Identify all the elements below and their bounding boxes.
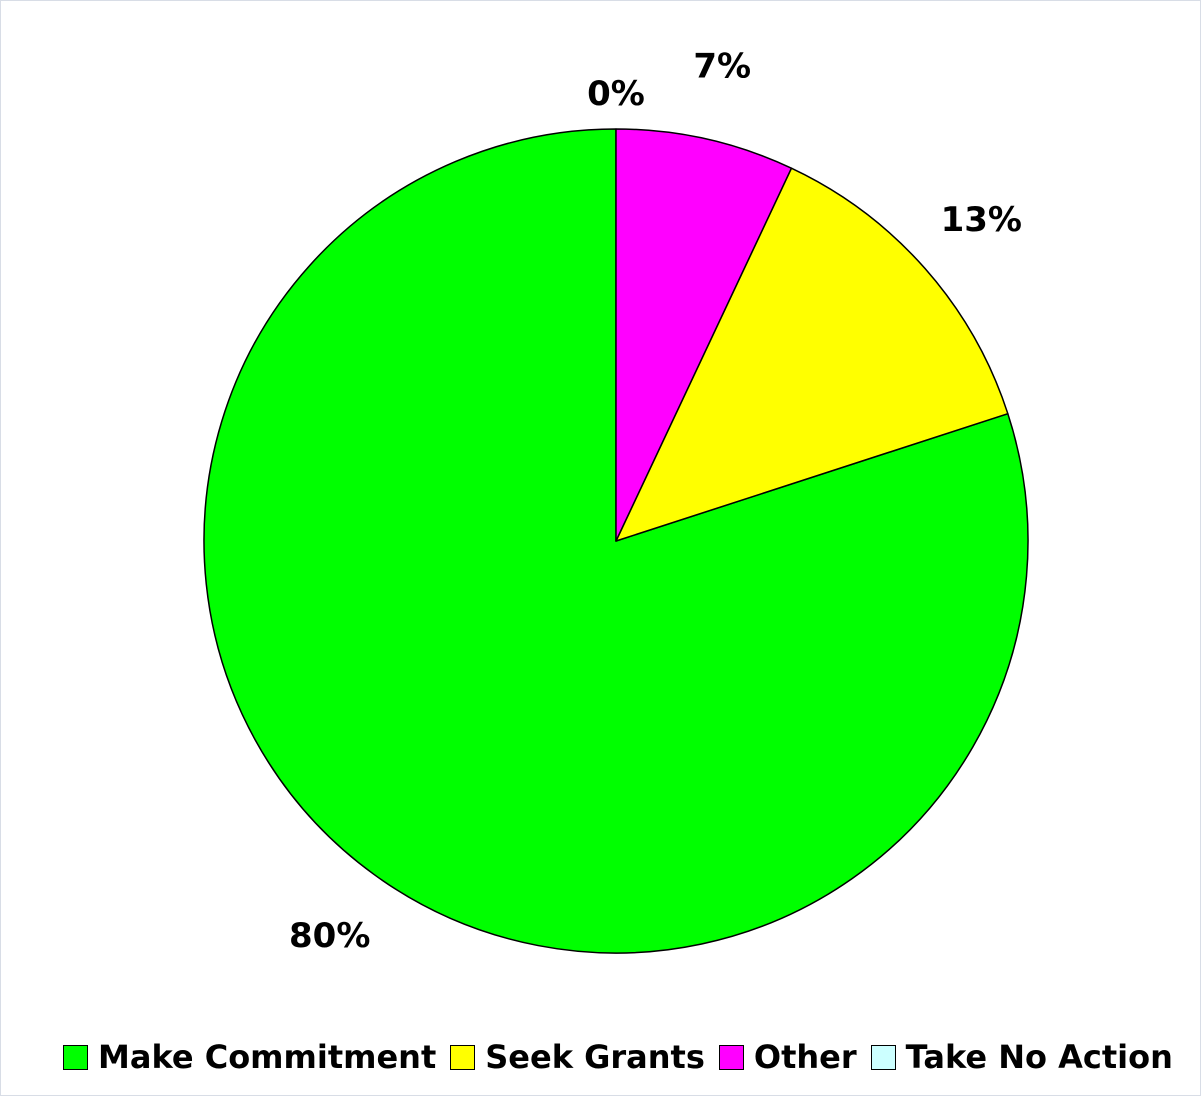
legend-swatch-make-commitment (63, 1044, 88, 1070)
pie-data-labels: 80% 13% 7% 0% (289, 47, 1022, 956)
legend-swatch-other (718, 1044, 744, 1070)
data-label-seek-grants: 13% (941, 200, 1022, 240)
pie-slice-other (615, 128, 793, 542)
legend-item-make-commitment: Make Commitment (63, 1037, 436, 1077)
data-label-make-commitment: 80% (289, 916, 370, 956)
pie-chart: 80% 13% 7% 0% (203, 47, 1029, 956)
data-label-other: 7% (693, 47, 751, 87)
legend-label-seek-grants: Seek Grants (485, 1038, 705, 1076)
data-label-take-no-action: 0% (587, 74, 645, 114)
pie-slices (203, 128, 1029, 954)
legend-swatch-seek-grants (450, 1044, 476, 1070)
legend-label-take-no-action: Take No Action (905, 1038, 1173, 1076)
chart-legend: Make Commitment Seek Grants Other Take N… (63, 1037, 1187, 1077)
legend-item-other: Other (718, 1037, 857, 1077)
legend-item-take-no-action: Take No Action (870, 1037, 1173, 1077)
legend-label-other: Other (753, 1038, 857, 1076)
pie-slice-seek-grants (615, 167, 1009, 542)
legend-label-make-commitment: Make Commitment (98, 1038, 437, 1076)
legend-swatch-take-no-action (870, 1044, 896, 1070)
legend-item-seek-grants: Seek Grants (450, 1037, 705, 1077)
